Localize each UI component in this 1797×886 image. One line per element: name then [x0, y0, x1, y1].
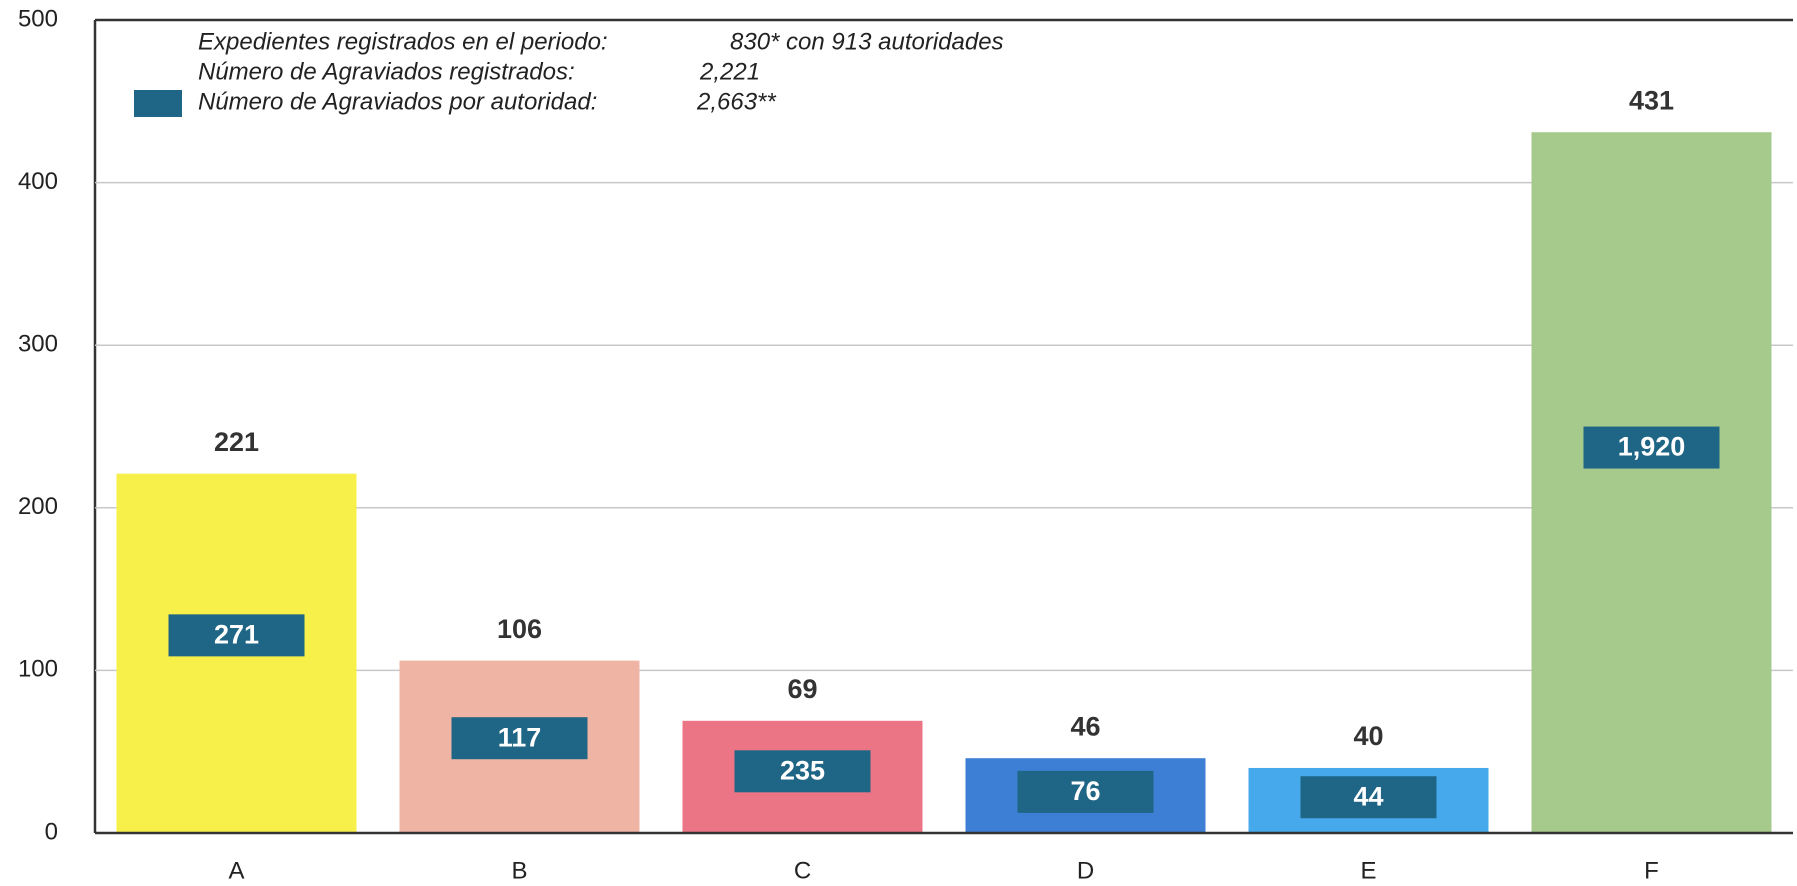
x-tick-label: E [1360, 857, 1376, 884]
y-tick-label: 100 [18, 656, 58, 683]
bar-value-label: 431 [1629, 85, 1674, 115]
x-tick-label: C [794, 857, 811, 884]
inner-label-box [1300, 776, 1437, 819]
note-value: 2,221 [699, 58, 760, 85]
y-tick-label: 500 [18, 5, 58, 32]
inner-label-box [1017, 770, 1154, 813]
note-label: Número de Agraviados por autoridad: [198, 88, 597, 115]
x-tick-label: A [228, 857, 244, 884]
inner-label: 235 [780, 755, 825, 785]
note-label: Número de Agraviados registrados: [198, 58, 575, 85]
inner-label: 1,920 [1618, 432, 1686, 462]
inner-label: 117 [498, 722, 542, 752]
inner-label: 44 [1353, 781, 1383, 811]
bar-value-label: 106 [497, 614, 542, 644]
y-tick-label: 0 [45, 818, 58, 845]
x-tick-label: D [1077, 857, 1094, 884]
inner-label-box [734, 750, 871, 793]
y-tick-label: 300 [18, 331, 58, 358]
note-value: 830* con 913 autoridades [730, 28, 1004, 55]
inner-label: 76 [1070, 776, 1100, 806]
y-tick-label: 400 [18, 168, 58, 195]
inner-label-box [168, 614, 305, 657]
note-value: 2,663** [696, 88, 776, 115]
inner-label-box [1583, 426, 1720, 469]
x-tick-label: B [511, 857, 527, 884]
inner-label-box [451, 717, 588, 760]
bar-value-label: 46 [1070, 711, 1100, 741]
inner-label: 271 [214, 619, 259, 649]
x-tick-label: F [1644, 857, 1659, 884]
legend-swatch [134, 90, 182, 117]
bar-value-label: 221 [214, 427, 259, 457]
bar-value-label: 69 [787, 674, 817, 704]
bar [1531, 132, 1772, 834]
note-label: Expedientes registrados en el periodo: [198, 28, 608, 55]
bar-value-label: 40 [1353, 721, 1383, 751]
y-tick-label: 200 [18, 493, 58, 520]
